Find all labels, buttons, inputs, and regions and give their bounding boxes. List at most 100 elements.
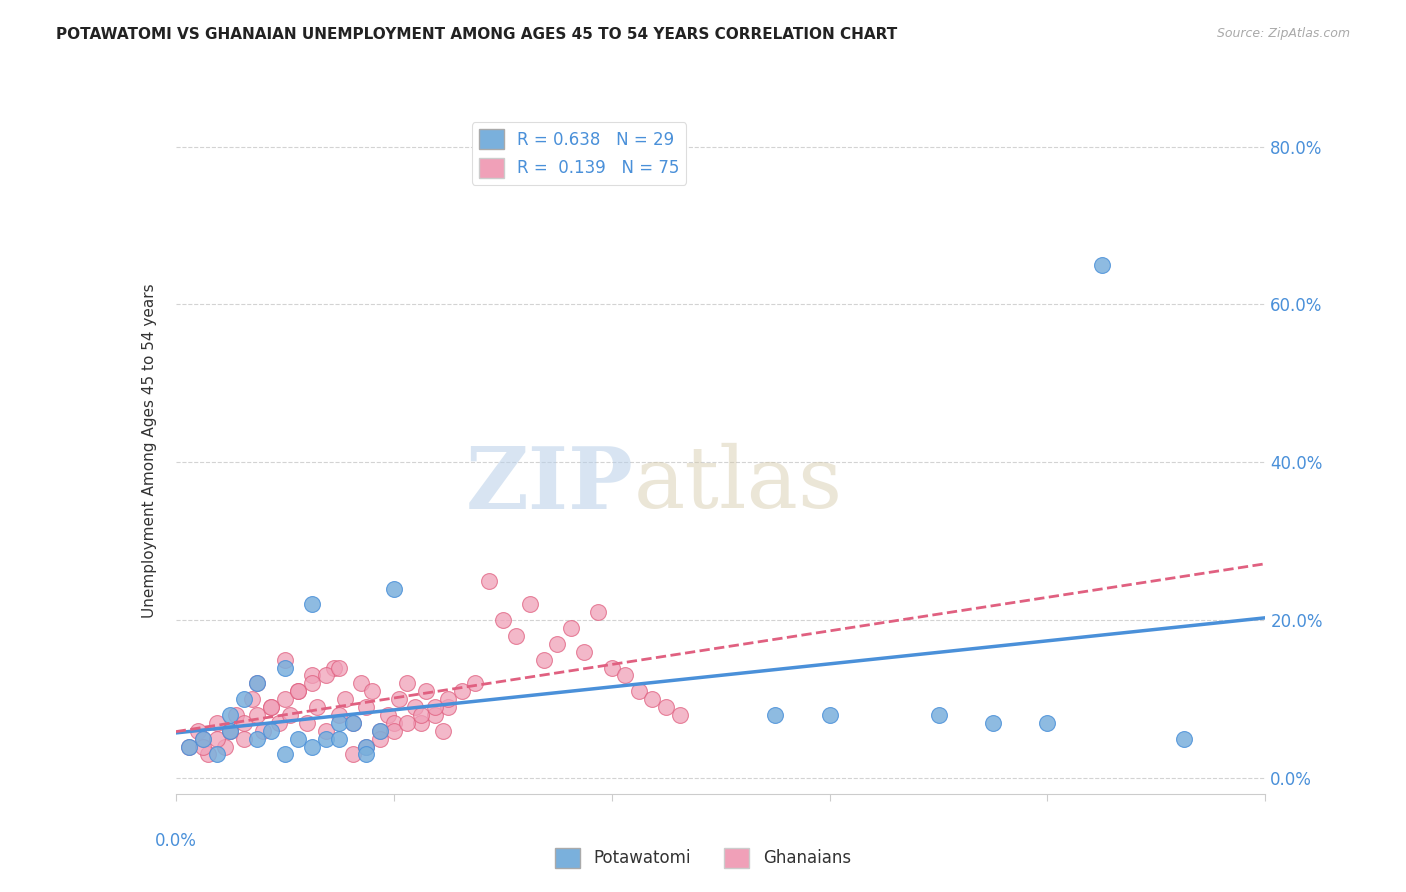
Point	[301, 739, 323, 754]
Point	[356, 747, 378, 762]
Point	[287, 684, 309, 698]
Point	[1173, 731, 1195, 746]
Point	[287, 684, 309, 698]
Point	[368, 723, 391, 738]
Point	[232, 731, 254, 746]
Point	[560, 621, 582, 635]
Point	[301, 598, 323, 612]
Point	[246, 676, 269, 690]
Legend: Potawatomi, Ghanaians: Potawatomi, Ghanaians	[548, 841, 858, 875]
Point	[246, 676, 269, 690]
Point	[409, 715, 432, 730]
Point	[260, 723, 283, 738]
Text: Source: ZipAtlas.com: Source: ZipAtlas.com	[1216, 27, 1350, 40]
Point	[356, 739, 378, 754]
Point	[214, 739, 236, 754]
Y-axis label: Unemployment Among Ages 45 to 54 years: Unemployment Among Ages 45 to 54 years	[142, 283, 157, 618]
Text: ZIP: ZIP	[465, 442, 633, 527]
Point	[614, 668, 637, 682]
Point	[315, 731, 337, 746]
Point	[328, 715, 350, 730]
Point	[546, 637, 568, 651]
Point	[382, 723, 405, 738]
Point	[205, 731, 228, 746]
Point	[360, 684, 382, 698]
Point	[423, 700, 446, 714]
Point	[205, 715, 228, 730]
Point	[377, 707, 399, 722]
Point	[260, 700, 283, 714]
Text: 0.0%: 0.0%	[155, 831, 197, 850]
Point	[191, 731, 214, 746]
Point	[641, 692, 664, 706]
Point	[274, 660, 297, 674]
Point	[179, 739, 201, 754]
Point	[274, 747, 297, 762]
Point	[225, 707, 247, 722]
Point	[246, 731, 269, 746]
Point	[356, 739, 378, 754]
Point	[307, 700, 329, 714]
Point	[315, 668, 337, 682]
Point	[533, 653, 555, 667]
Point	[574, 645, 596, 659]
Point	[437, 700, 460, 714]
Point	[219, 723, 242, 738]
Point	[464, 676, 486, 690]
Point	[274, 653, 297, 667]
Point	[368, 731, 391, 746]
Point	[274, 692, 297, 706]
Point	[240, 692, 263, 706]
Point	[519, 598, 541, 612]
Point	[295, 715, 318, 730]
Point	[328, 707, 350, 722]
Point	[301, 676, 323, 690]
Text: atlas: atlas	[633, 443, 842, 526]
Point	[342, 715, 364, 730]
Point	[492, 613, 515, 627]
Point	[219, 723, 242, 738]
Point	[368, 723, 391, 738]
Point	[278, 707, 301, 722]
Point	[450, 684, 472, 698]
Point	[191, 739, 214, 754]
Point	[388, 692, 411, 706]
Point	[586, 605, 609, 619]
Point	[322, 660, 344, 674]
Point	[981, 715, 1004, 730]
Point	[437, 692, 460, 706]
Point	[246, 707, 269, 722]
Point	[396, 676, 419, 690]
Point	[396, 715, 419, 730]
Point	[600, 660, 623, 674]
Point	[315, 723, 337, 738]
Point	[668, 707, 690, 722]
Point	[232, 692, 254, 706]
Point	[627, 684, 650, 698]
Point	[342, 715, 364, 730]
Point	[478, 574, 501, 588]
Point	[763, 707, 786, 722]
Point	[350, 676, 373, 690]
Point	[219, 723, 242, 738]
Point	[197, 747, 219, 762]
Point	[252, 723, 274, 738]
Point	[423, 707, 446, 722]
Point	[269, 715, 291, 730]
Point	[191, 731, 214, 746]
Point	[205, 747, 228, 762]
Point	[333, 692, 356, 706]
Point	[928, 707, 950, 722]
Point	[1036, 715, 1059, 730]
Point	[1091, 258, 1114, 272]
Point	[409, 707, 432, 722]
Point	[655, 700, 678, 714]
Point	[186, 723, 209, 738]
Point	[505, 629, 527, 643]
Point	[179, 739, 201, 754]
Point	[382, 582, 405, 596]
Point	[260, 700, 283, 714]
Point	[432, 723, 454, 738]
Point	[301, 668, 323, 682]
Point	[342, 747, 364, 762]
